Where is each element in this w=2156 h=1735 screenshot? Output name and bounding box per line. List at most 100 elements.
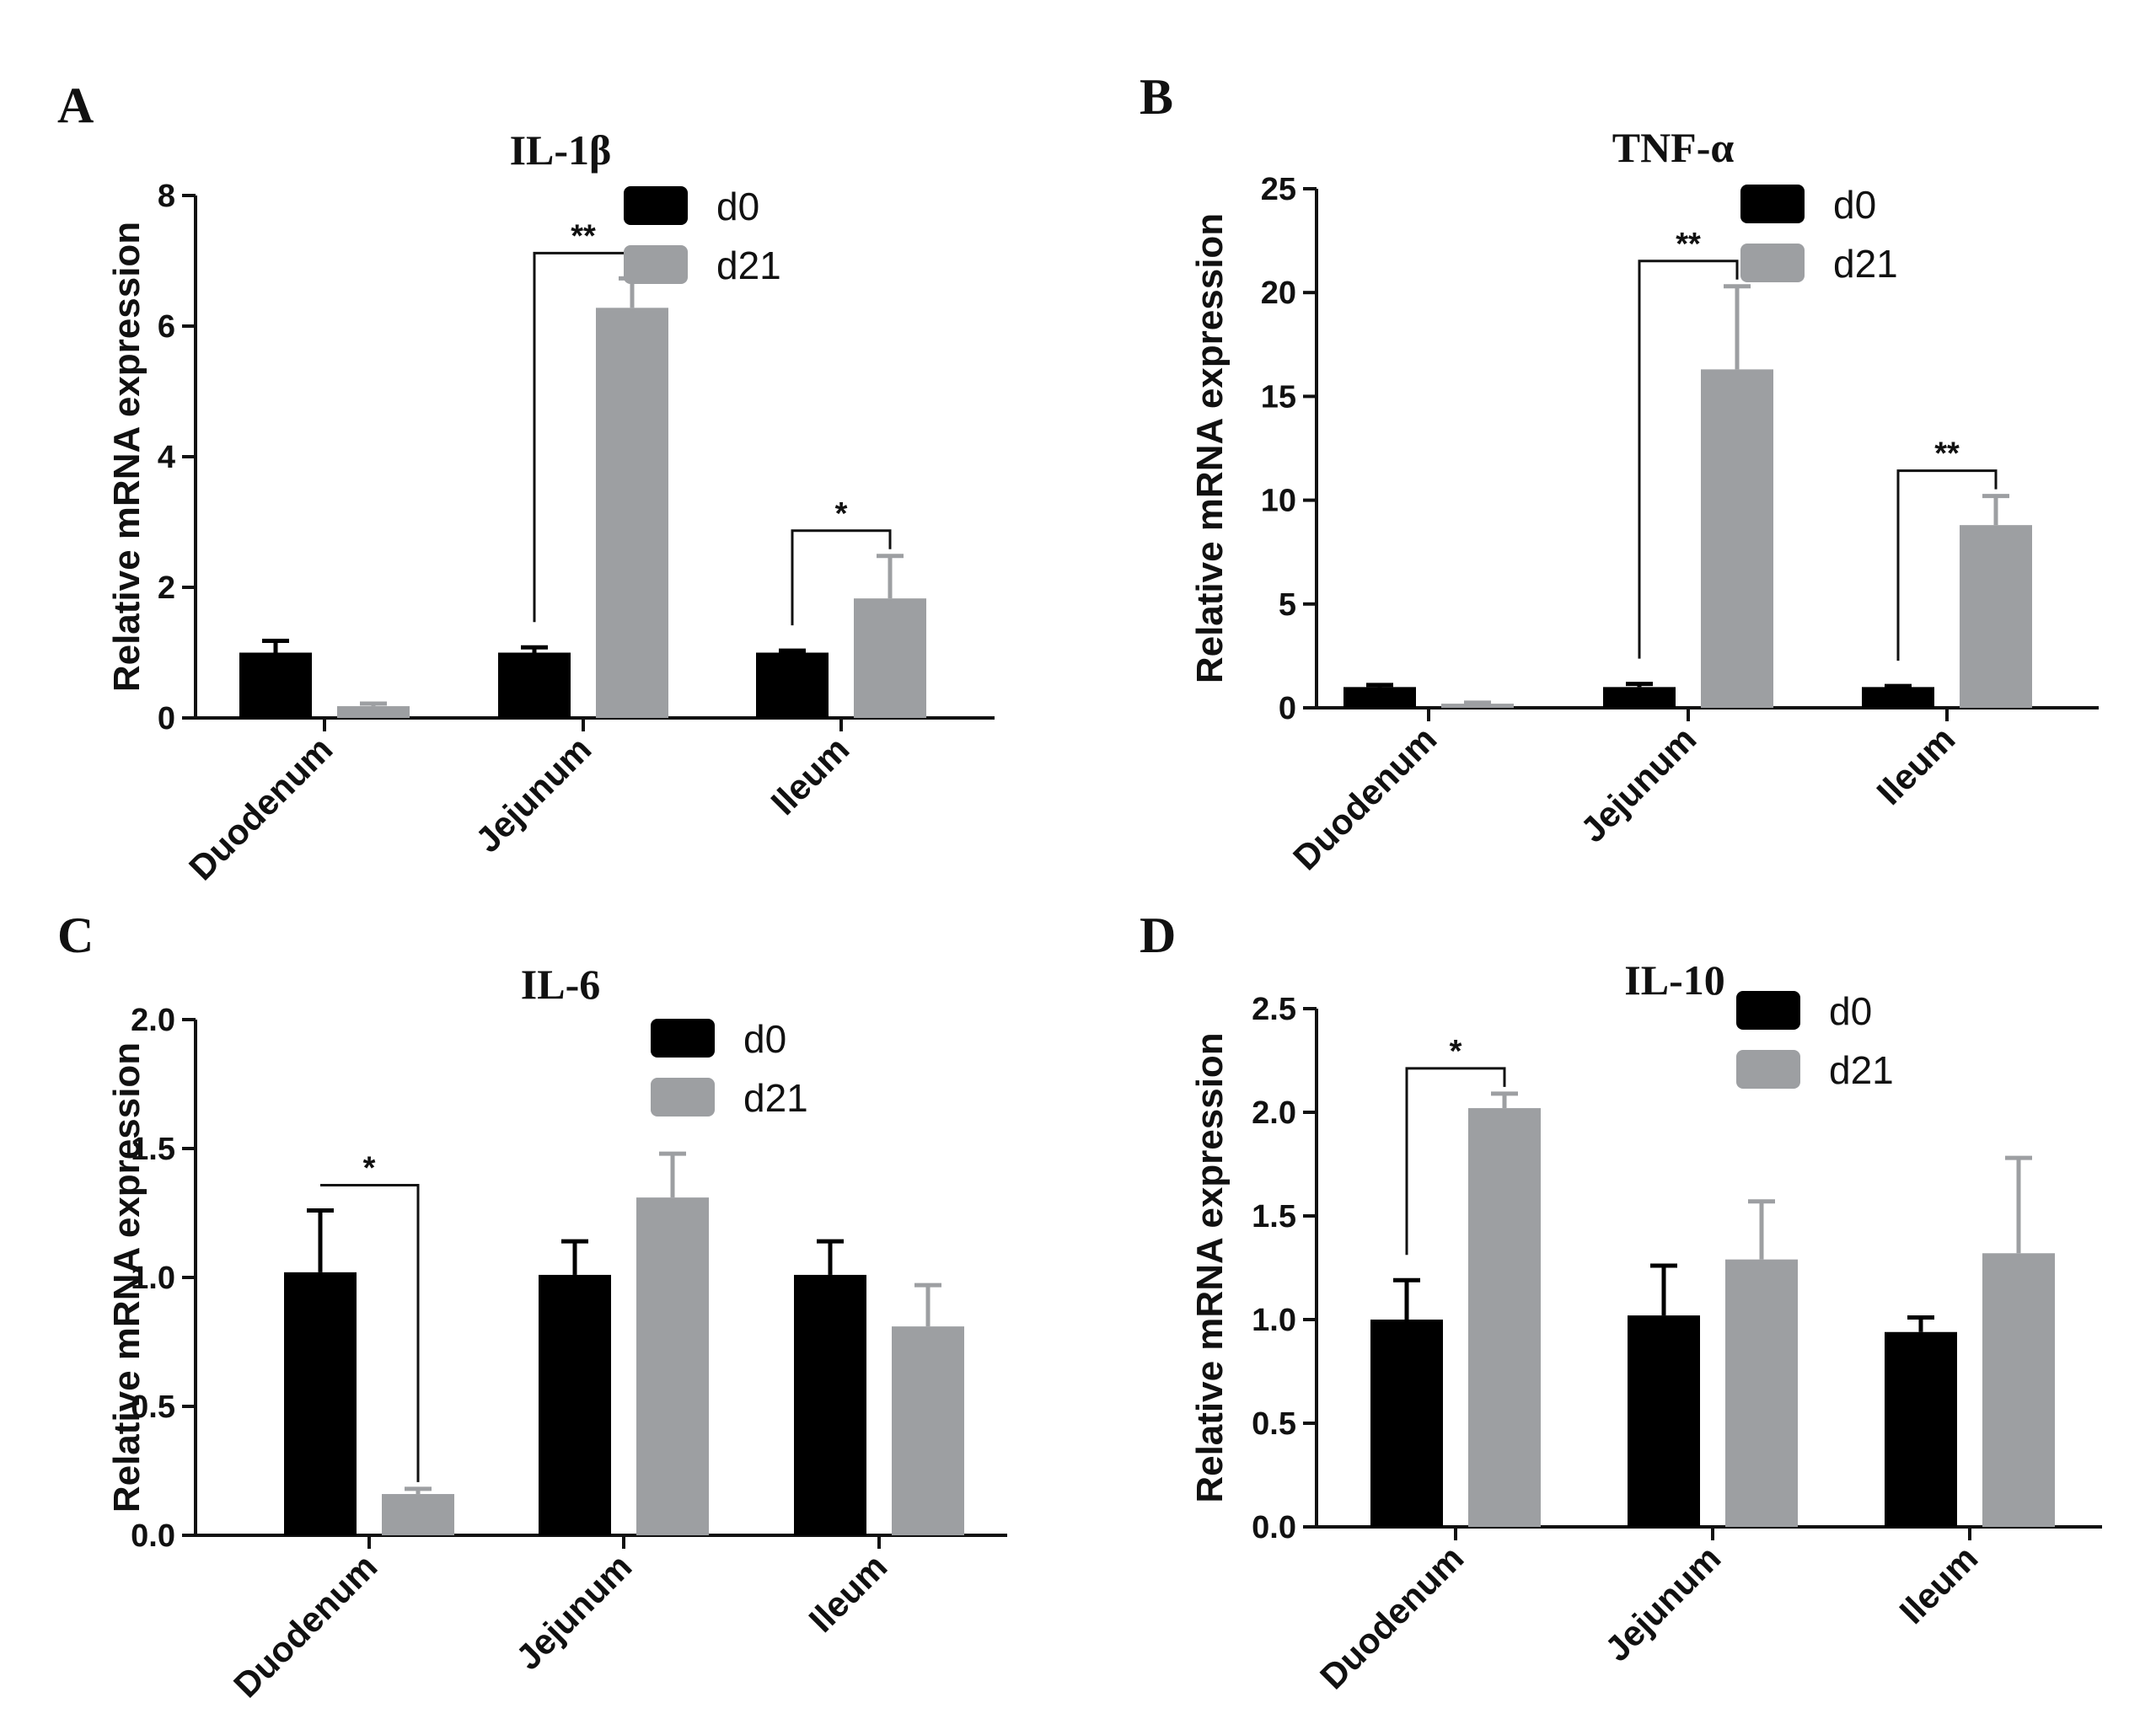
significance-marker: ** (1676, 227, 1701, 262)
category-label: Ileum (764, 729, 857, 822)
bar-d0-duodenum (239, 652, 312, 718)
category-label: Duodenum (1312, 1538, 1471, 1696)
y-axis-label: Relative mRNA expression (106, 1042, 147, 1513)
y-tick-label: 1.5 (131, 1132, 175, 1167)
legend-label: d0 (743, 1017, 786, 1061)
y-tick-label: 4 (158, 440, 175, 475)
y-tick-label: 25 (1261, 172, 1296, 207)
legend-label: d0 (1829, 989, 1872, 1033)
panel-letter: D (1140, 908, 1176, 963)
y-tick-label: 2.0 (1252, 1095, 1296, 1131)
panel-letter: B (1140, 69, 1173, 125)
y-tick-label: 8 (158, 179, 175, 214)
bar-d21-ileum (892, 1326, 964, 1535)
legend-swatch-d0 (624, 186, 688, 225)
bar-d21-duodenum (1441, 704, 1514, 708)
legend-swatch-d21 (651, 1078, 715, 1117)
bar-d0-jejunum (1628, 1315, 1700, 1527)
significance-marker: ** (1934, 436, 1960, 472)
legend-swatch-d21 (1740, 244, 1805, 282)
category-label: Jejunum (508, 1546, 639, 1677)
bar-d21-jejunum (596, 308, 668, 718)
legend-label: d0 (716, 185, 759, 228)
y-axis-label: Relative mRNA expression (106, 222, 147, 692)
y-tick-label: 0 (158, 701, 175, 736)
category-label: Duodenum (181, 729, 340, 887)
bar-d0-duodenum (1343, 687, 1416, 708)
bar-d0-ileum (1862, 687, 1934, 708)
chart-panel-b: B TNF-α Relative mRNA expression 0 5 10 15 20 25… (1140, 69, 2099, 877)
y-tick-label: 0.5 (1252, 1406, 1296, 1442)
bar-d21-duodenum (382, 1494, 454, 1535)
category-label: Jejunum (1597, 1538, 1728, 1668)
chart-title: TNF-α (1612, 124, 1735, 171)
y-tick-label: 0 (1279, 691, 1296, 726)
panel-letter: A (57, 78, 94, 133)
significance-marker: * (1450, 1034, 1462, 1069)
y-tick-label: 10 (1261, 484, 1296, 519)
category-label: Duodenum (1285, 719, 1444, 877)
category-label: Duodenum (226, 1546, 384, 1705)
legend-swatch-d0 (1736, 991, 1800, 1030)
chart-title: IL-10 (1624, 956, 1724, 1004)
chart-title: IL-6 (521, 961, 600, 1008)
bar-d21-jejunum (1725, 1259, 1798, 1527)
y-tick-label: 2.5 (1252, 992, 1296, 1027)
legend-swatch-d0 (1740, 185, 1805, 223)
y-tick-label: 2.0 (131, 1003, 175, 1038)
y-tick-label: 0.0 (1252, 1510, 1296, 1545)
bar-d0-jejunum (539, 1274, 611, 1535)
bar-d21-ileum (1982, 1253, 2055, 1527)
bar-d21-jejunum (1701, 369, 1773, 708)
chart-panel-c: C IL-6 Relative mRNA expression 0.0 0.5 1.0 1.… (57, 908, 1007, 1705)
category-label: Ileum (1869, 719, 1963, 812)
bar-d0-jejunum (498, 652, 571, 718)
y-tick-label: 5 (1279, 587, 1296, 623)
chart-panel-a: A IL-1β Relative mRNA expression 0 2 4 6 8 Duode… (57, 78, 995, 887)
bar-d0-jejunum (1603, 687, 1676, 708)
significance-marker: ** (571, 218, 596, 254)
bar-d21-duodenum (1468, 1108, 1541, 1527)
category-label: Ileum (802, 1546, 895, 1640)
significance-marker: * (835, 496, 848, 532)
significance-bracket (1405, 1067, 1506, 1256)
category-label: Jejunum (468, 729, 598, 859)
category-label: Jejunum (1573, 719, 1703, 849)
bar-d21-ileum (1960, 525, 2032, 708)
y-tick-label: 6 (158, 309, 175, 345)
bar-d0-duodenum (284, 1272, 357, 1535)
legend-label: d21 (743, 1076, 808, 1120)
y-axis-label: Relative mRNA expression (1189, 213, 1231, 683)
bar-d21-duodenum (337, 706, 410, 718)
significance-bracket (1896, 469, 1998, 661)
y-tick-label: 0.5 (131, 1390, 175, 1425)
significance-bracket (320, 1183, 420, 1482)
panel-letter: C (57, 908, 94, 963)
legend-swatch-d21 (624, 245, 688, 284)
bar-d0-duodenum (1370, 1320, 1443, 1527)
bar-d0-ileum (756, 652, 829, 718)
y-tick-label: 2 (158, 570, 175, 606)
significance-marker: * (363, 1150, 376, 1186)
legend-swatch-d21 (1736, 1050, 1800, 1089)
legend-swatch-d0 (651, 1019, 715, 1058)
bar-d21-jejunum (636, 1197, 709, 1535)
bar-d0-ileum (794, 1274, 866, 1535)
chart-panel-d: D IL-10 Relative mRNA expression 0.0 0.5 1.0 1… (1140, 908, 2102, 1696)
chart-title: IL-1β (510, 126, 612, 174)
significance-bracket (791, 529, 892, 626)
category-label: Ileum (1892, 1538, 1986, 1631)
bar-d0-ileum (1885, 1331, 1957, 1527)
legend-label: d0 (1833, 183, 1876, 227)
bar-d21-ileum (854, 598, 926, 718)
y-axis-label: Relative mRNA expression (1189, 1032, 1231, 1502)
significance-bracket (1638, 260, 1739, 659)
y-tick-label: 1.5 (1252, 1199, 1296, 1234)
y-tick-label: 15 (1261, 379, 1296, 415)
y-tick-label: 1.0 (131, 1261, 175, 1296)
legend-label: d21 (716, 244, 781, 287)
y-tick-label: 1.0 (1252, 1303, 1296, 1338)
legend-label: d21 (1829, 1048, 1894, 1092)
y-tick-label: 20 (1261, 276, 1296, 311)
